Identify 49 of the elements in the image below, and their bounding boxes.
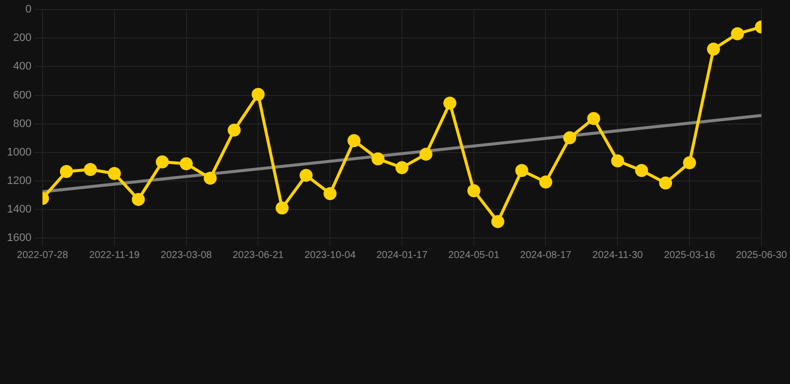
point bbox=[324, 187, 337, 200]
x-tick-label: 2023-06-21 bbox=[232, 250, 284, 261]
point bbox=[515, 164, 528, 177]
point bbox=[659, 176, 672, 190]
point bbox=[635, 164, 648, 177]
y-tick-label: 800 bbox=[13, 118, 32, 130]
y-tick-label: 0 bbox=[25, 4, 32, 16]
x-tick-label: 2024-05-01 bbox=[448, 250, 500, 261]
point bbox=[252, 88, 265, 101]
y-tick-label: 600 bbox=[13, 89, 32, 102]
point bbox=[300, 168, 313, 182]
x-tick-label: 2025-06-30 bbox=[736, 250, 788, 261]
point bbox=[348, 134, 361, 148]
point bbox=[419, 148, 432, 161]
y-tick-label: 400 bbox=[13, 60, 32, 73]
x-tick-label: 2023-03-08 bbox=[160, 250, 212, 261]
point bbox=[371, 152, 384, 166]
point bbox=[443, 96, 456, 110]
point bbox=[539, 176, 552, 189]
point bbox=[587, 112, 600, 126]
y-tick-label: 1600 bbox=[6, 232, 32, 244]
x-tick-label: 2022-11-19 bbox=[89, 250, 140, 261]
point bbox=[395, 161, 408, 174]
point bbox=[730, 27, 744, 40]
point bbox=[467, 184, 480, 198]
x-tick-label: 2024-01-17 bbox=[376, 250, 428, 261]
point bbox=[611, 154, 624, 168]
x-tick-label: 2022-07-28 bbox=[16, 250, 68, 261]
point bbox=[491, 215, 504, 228]
y-tick-label: 1200 bbox=[6, 174, 32, 187]
x-tick-label: 2024-11-30 bbox=[592, 250, 644, 261]
point bbox=[228, 124, 241, 137]
x-tick-label: 2023-10-04 bbox=[304, 250, 356, 261]
point bbox=[156, 155, 169, 168]
point bbox=[60, 164, 73, 178]
point bbox=[108, 166, 121, 180]
point bbox=[706, 42, 720, 56]
point bbox=[683, 156, 696, 170]
point bbox=[563, 131, 576, 144]
point bbox=[276, 202, 289, 215]
y-tick-label: 1400 bbox=[6, 203, 32, 216]
x-tick-label: 2025-03-16 bbox=[664, 250, 716, 261]
point bbox=[180, 157, 193, 170]
y-tick-label: 1000 bbox=[6, 146, 32, 158]
point bbox=[84, 162, 97, 176]
point bbox=[204, 172, 217, 185]
x-tick-label: 2024-08-17 bbox=[520, 250, 572, 261]
y-tick-label: 200 bbox=[13, 32, 32, 44]
point bbox=[132, 192, 145, 206]
